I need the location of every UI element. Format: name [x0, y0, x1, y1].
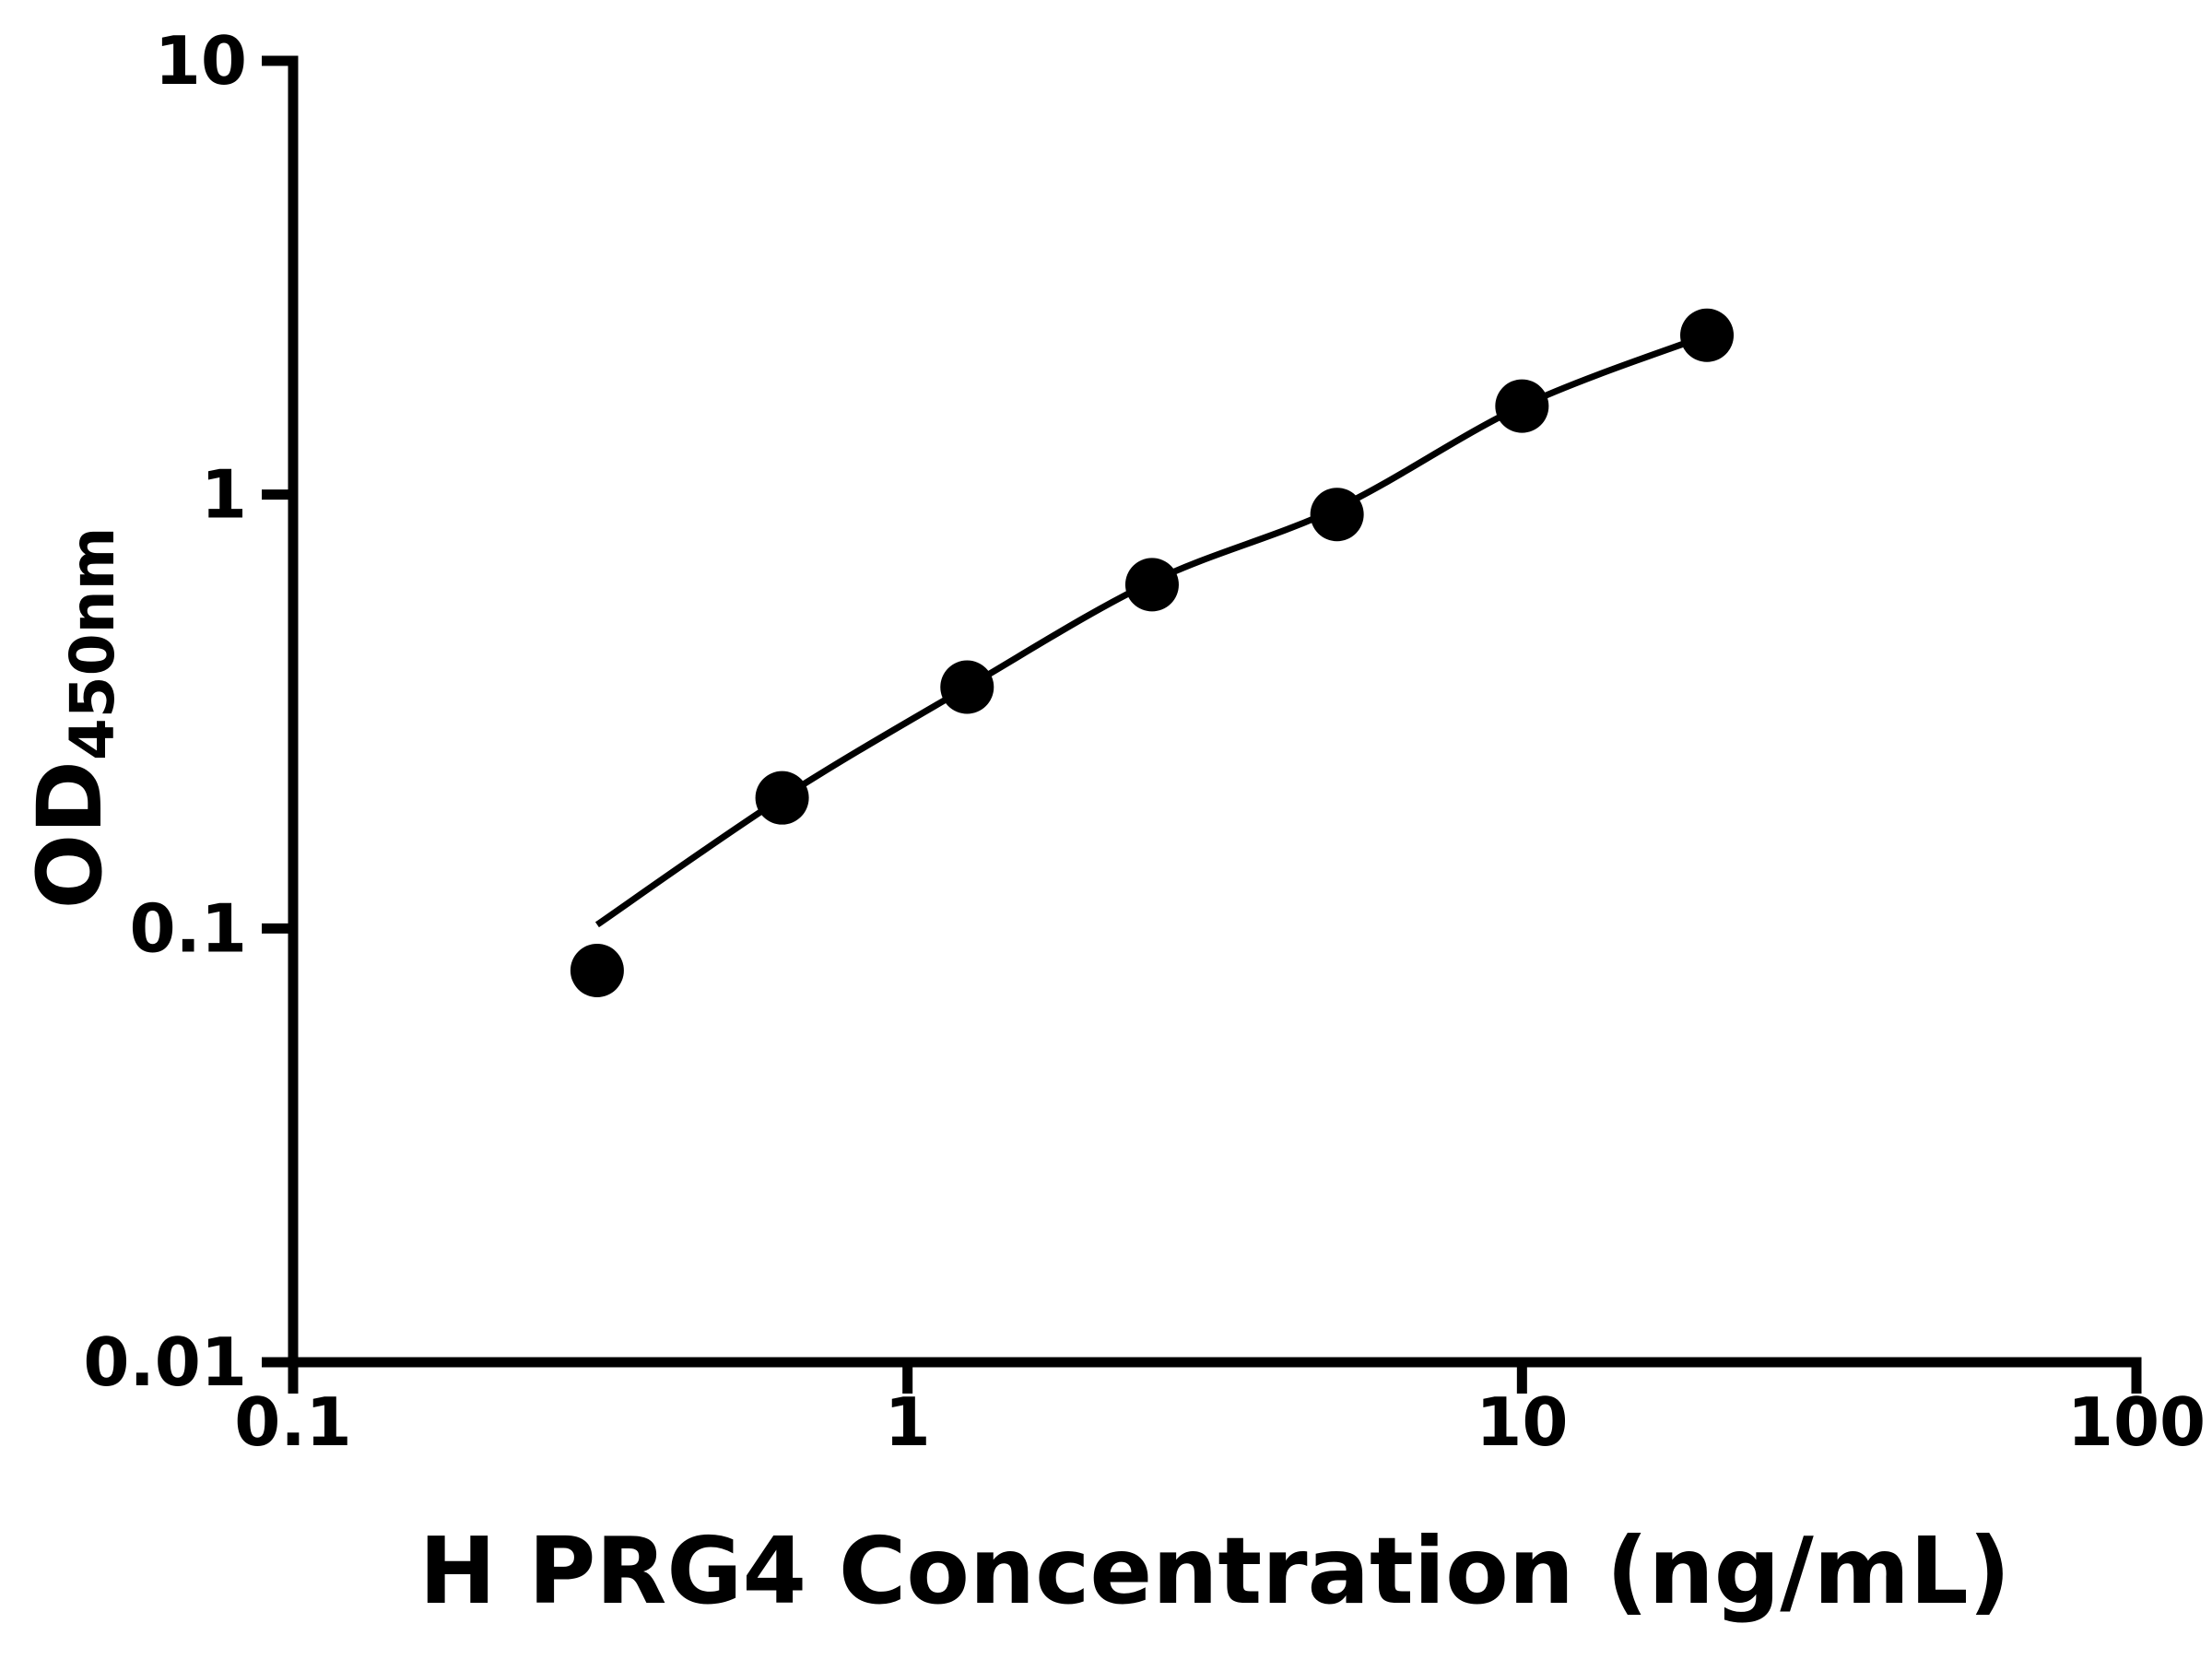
data-point-marker: [1495, 379, 1549, 433]
y-axis-title-subscript: 450nm: [57, 526, 128, 761]
data-point-marker: [755, 771, 809, 825]
data-point-marker: [940, 660, 994, 714]
y-tick-label: 1: [201, 456, 247, 534]
y-tick-label: 10: [155, 22, 247, 100]
x-axis-title: H PRG4 Concentration (ng/mL): [418, 1517, 2011, 1625]
x-tick-label: 1: [885, 1383, 931, 1461]
x-tick-label: 10: [1476, 1383, 1568, 1461]
data-point-marker: [570, 943, 624, 997]
data-point-marker: [1310, 488, 1364, 542]
y-axis-title-main: OD: [18, 760, 122, 910]
x-tick-label: 100: [2067, 1383, 2206, 1461]
y-axis-title: OD450nm: [18, 527, 128, 910]
y-tick-label: 0.1: [129, 889, 247, 967]
data-point-marker: [1124, 558, 1179, 612]
x-tick-label: 0.1: [234, 1383, 352, 1461]
data-point-marker: [1680, 308, 1735, 362]
y-tick-label: 0.01: [83, 1324, 247, 1401]
